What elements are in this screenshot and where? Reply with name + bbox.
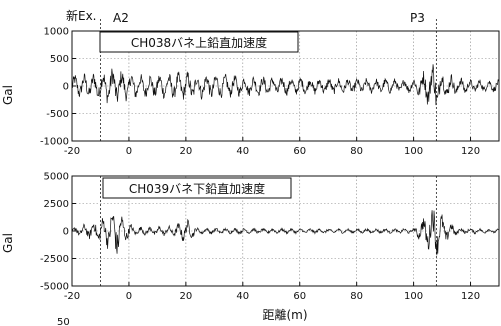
chart-upper: 1000 500 0 -500 -1000-20 0 20 40 60 80 100 120 CH038…	[1, 19, 500, 157]
y-tick-label: -1000	[40, 137, 69, 148]
y-tick-label: 2500	[44, 199, 69, 210]
marker-label-a2: A2	[113, 11, 129, 25]
x-tick-label: 100	[404, 146, 423, 157]
x-tick-label: 40	[236, 146, 249, 157]
stray-number: 50	[57, 317, 70, 326]
chart-lower: 5000 2500 0 -2500 -5000-20 0 20 40 60 80 100 120 CH0…	[1, 172, 500, 322]
x-axis-label: 距離(m)	[262, 308, 307, 322]
title-box	[102, 177, 292, 199]
x-tick-label: -20	[64, 146, 80, 157]
x-tick-label: 80	[350, 146, 363, 157]
y-tick-label: -5000	[40, 282, 69, 293]
y-tick-label: 500	[50, 54, 69, 65]
section-label: 新Ex.	[66, 8, 97, 23]
x-tick-label: 0	[126, 146, 132, 157]
x-tick-label: 0	[126, 291, 132, 302]
x-tick-label: -20	[64, 291, 80, 302]
y-tick-label: -500	[46, 109, 69, 120]
x-tick-label: 80	[350, 291, 363, 302]
y-tick-label: 1000	[44, 27, 69, 38]
y-tick-label: -2500	[40, 254, 69, 265]
x-tick-label: 100	[404, 291, 423, 302]
y-tick-label: 0	[63, 82, 69, 93]
title-box	[99, 31, 299, 53]
x-tick-label: 120	[461, 146, 480, 157]
x-tick-label: 60	[293, 146, 306, 157]
x-tick-label: 120	[461, 291, 480, 302]
x-tick-label: 20	[179, 291, 192, 302]
marker-label-p3: P3	[410, 11, 425, 25]
y-axis-label: Gal	[1, 85, 15, 105]
chart-title: CH038バネ上鉛直加速度	[131, 35, 267, 50]
signal-trace	[71, 64, 500, 106]
y-tick-label: 0	[63, 227, 69, 238]
x-tick-label: 20	[179, 146, 192, 157]
x-tick-label: 40	[236, 291, 249, 302]
chart-title: CH039バネ下鉛直加速度	[129, 181, 265, 196]
signal-trace	[71, 210, 500, 256]
x-tick-label: 60	[293, 291, 306, 302]
y-axis-label: Gal	[1, 233, 15, 253]
y-tick-label: 5000	[44, 172, 69, 183]
